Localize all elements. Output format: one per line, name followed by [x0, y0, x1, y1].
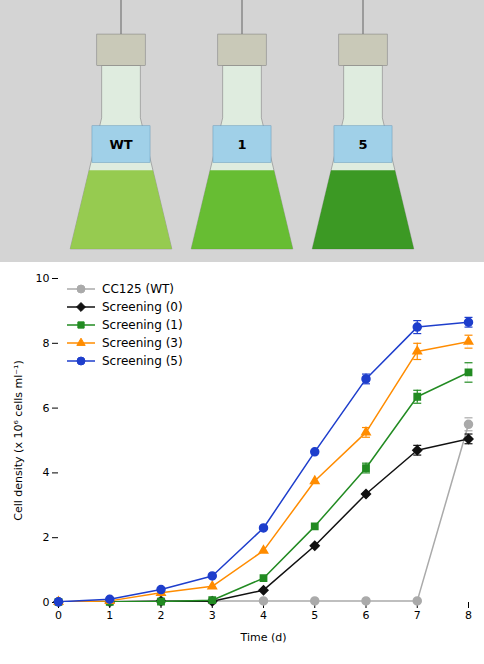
svg-text:6: 6: [363, 609, 370, 622]
svg-text:5: 5: [311, 609, 318, 622]
svg-text:2: 2: [43, 531, 50, 544]
svg-text:8: 8: [43, 337, 50, 350]
html-text:Screening (5): Screening (5): [102, 354, 183, 368]
svg-text:WT: WT: [109, 137, 132, 152]
svg-text:Time (d): Time (d): [240, 631, 287, 644]
svg-text:1: 1: [237, 137, 246, 152]
html-text:CC125 (WT): CC125 (WT): [102, 282, 174, 296]
svg-text:4: 4: [43, 466, 50, 479]
svg-text:0: 0: [55, 609, 62, 622]
svg-text:0: 0: [43, 596, 50, 609]
svg-text:7: 7: [414, 609, 421, 622]
svg-text:3: 3: [209, 609, 216, 622]
svg-text:8: 8: [465, 609, 472, 622]
html-text:Screening (1): Screening (1): [102, 318, 183, 332]
svg-text:Cell density (x 10⁶ cells ml⁻¹: Cell density (x 10⁶ cells ml⁻¹): [12, 360, 25, 521]
html-text:Screening (3): Screening (3): [102, 336, 183, 350]
svg-text:10: 10: [36, 272, 50, 285]
svg-text:1: 1: [106, 609, 113, 622]
svg-text:5: 5: [358, 137, 367, 152]
svg-text:2: 2: [158, 609, 165, 622]
html-text:Screening (0): Screening (0): [102, 300, 183, 314]
svg-text:6: 6: [43, 402, 50, 415]
svg-text:4: 4: [260, 609, 267, 622]
